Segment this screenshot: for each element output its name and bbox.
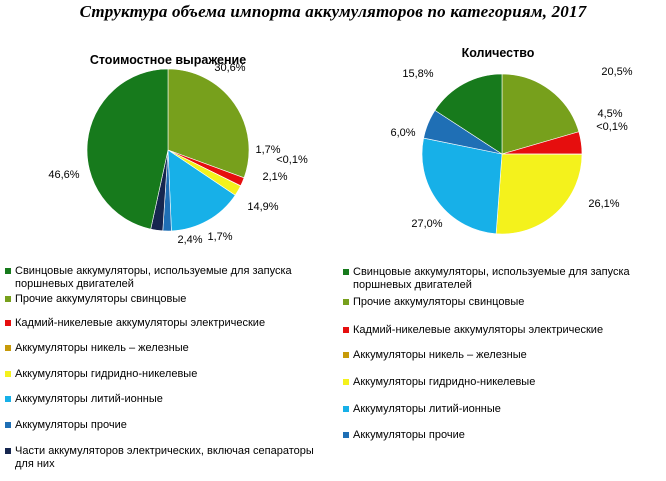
legend-label: Аккумуляторы никель – железные: [353, 349, 527, 361]
legend-label: Аккумуляторы литий-ионные: [353, 403, 501, 415]
legend-swatch: [343, 327, 349, 333]
legend-swatch: [5, 345, 11, 351]
legend-label: Аккумуляторы литий-ионные: [15, 393, 163, 405]
legend-item: Кадмий-никелевые аккумуляторы электричес…: [5, 317, 325, 330]
legend-label: Аккумуляторы прочие: [15, 419, 127, 431]
legend-label: Аккумуляторы прочие: [353, 429, 465, 441]
legend-item: Аккумуляторы литий-ионные: [5, 393, 325, 406]
legend-swatch: [5, 422, 11, 428]
legend-label: Аккумуляторы гидридно-никелевые: [353, 376, 535, 388]
legend-swatch: [343, 379, 349, 385]
legend-swatch: [343, 406, 349, 412]
legend-label: Свинцовые аккумуляторы, используемые для…: [353, 266, 630, 291]
data-label: 20,5%: [601, 66, 632, 78]
legend-item: Свинцовые аккумуляторы, используемые для…: [5, 265, 325, 291]
legend-label: Кадмий-никелевые аккумуляторы электричес…: [15, 317, 265, 329]
pie-slice: [496, 154, 582, 234]
legend-label: Части аккумуляторов электрических, включ…: [15, 445, 314, 470]
legend-item: Аккумуляторы никель – железные: [5, 342, 325, 355]
legend-item: Аккумуляторы гидридно-никелевые: [5, 368, 325, 381]
legend-label: Прочие аккумуляторы свинцовые: [353, 296, 524, 308]
legend-item: Аккумуляторы никель – железные: [343, 349, 663, 362]
legend-label: Свинцовые аккумуляторы, используемые для…: [15, 265, 292, 290]
legend-quantity: Свинцовые аккумуляторы, используемые для…: [343, 266, 663, 481]
legend-item: Аккумуляторы прочие: [343, 429, 663, 442]
legend-item: Аккумуляторы литий-ионные: [343, 403, 663, 416]
legend-swatch: [343, 299, 349, 305]
legend-label: Кадмий-никелевые аккумуляторы электричес…: [353, 324, 603, 336]
legend-label: Аккумуляторы никель – железные: [15, 342, 189, 354]
legend-item: Кадмий-никелевые аккумуляторы электричес…: [343, 324, 663, 337]
data-label: 6,0%: [390, 127, 415, 139]
data-label: 4,5%: [597, 108, 622, 120]
legend-swatch: [343, 269, 349, 275]
legend-item: Аккумуляторы гидридно-никелевые: [343, 376, 663, 389]
legend-value: Свинцовые аккумуляторы, используемые для…: [5, 265, 325, 480]
legend-label: Аккумуляторы гидридно-никелевые: [15, 368, 197, 380]
pie-title: Количество: [462, 46, 535, 60]
legend-item: Прочие аккумуляторы свинцовые: [5, 293, 325, 306]
data-label: 26,1%: [588, 198, 619, 210]
legend-swatch: [5, 396, 11, 402]
data-label: <0,1%: [596, 121, 628, 133]
legend-label: Прочие аккумуляторы свинцовые: [15, 293, 186, 305]
data-label: 27,0%: [411, 218, 442, 230]
data-label: 15,8%: [402, 68, 433, 80]
legend-swatch: [343, 432, 349, 438]
legend-swatch: [343, 352, 349, 358]
legend-item: Части аккумуляторов электрических, включ…: [5, 445, 325, 471]
legend-swatch: [5, 296, 11, 302]
legend-item: Прочие аккумуляторы свинцовые: [343, 296, 663, 309]
legend-item: Аккумуляторы прочие: [5, 419, 325, 432]
legend-swatch: [5, 320, 11, 326]
legend-swatch: [5, 371, 11, 377]
legend-swatch: [5, 448, 11, 454]
legend-item: Свинцовые аккумуляторы, используемые для…: [343, 266, 663, 292]
legend-swatch: [5, 268, 11, 274]
